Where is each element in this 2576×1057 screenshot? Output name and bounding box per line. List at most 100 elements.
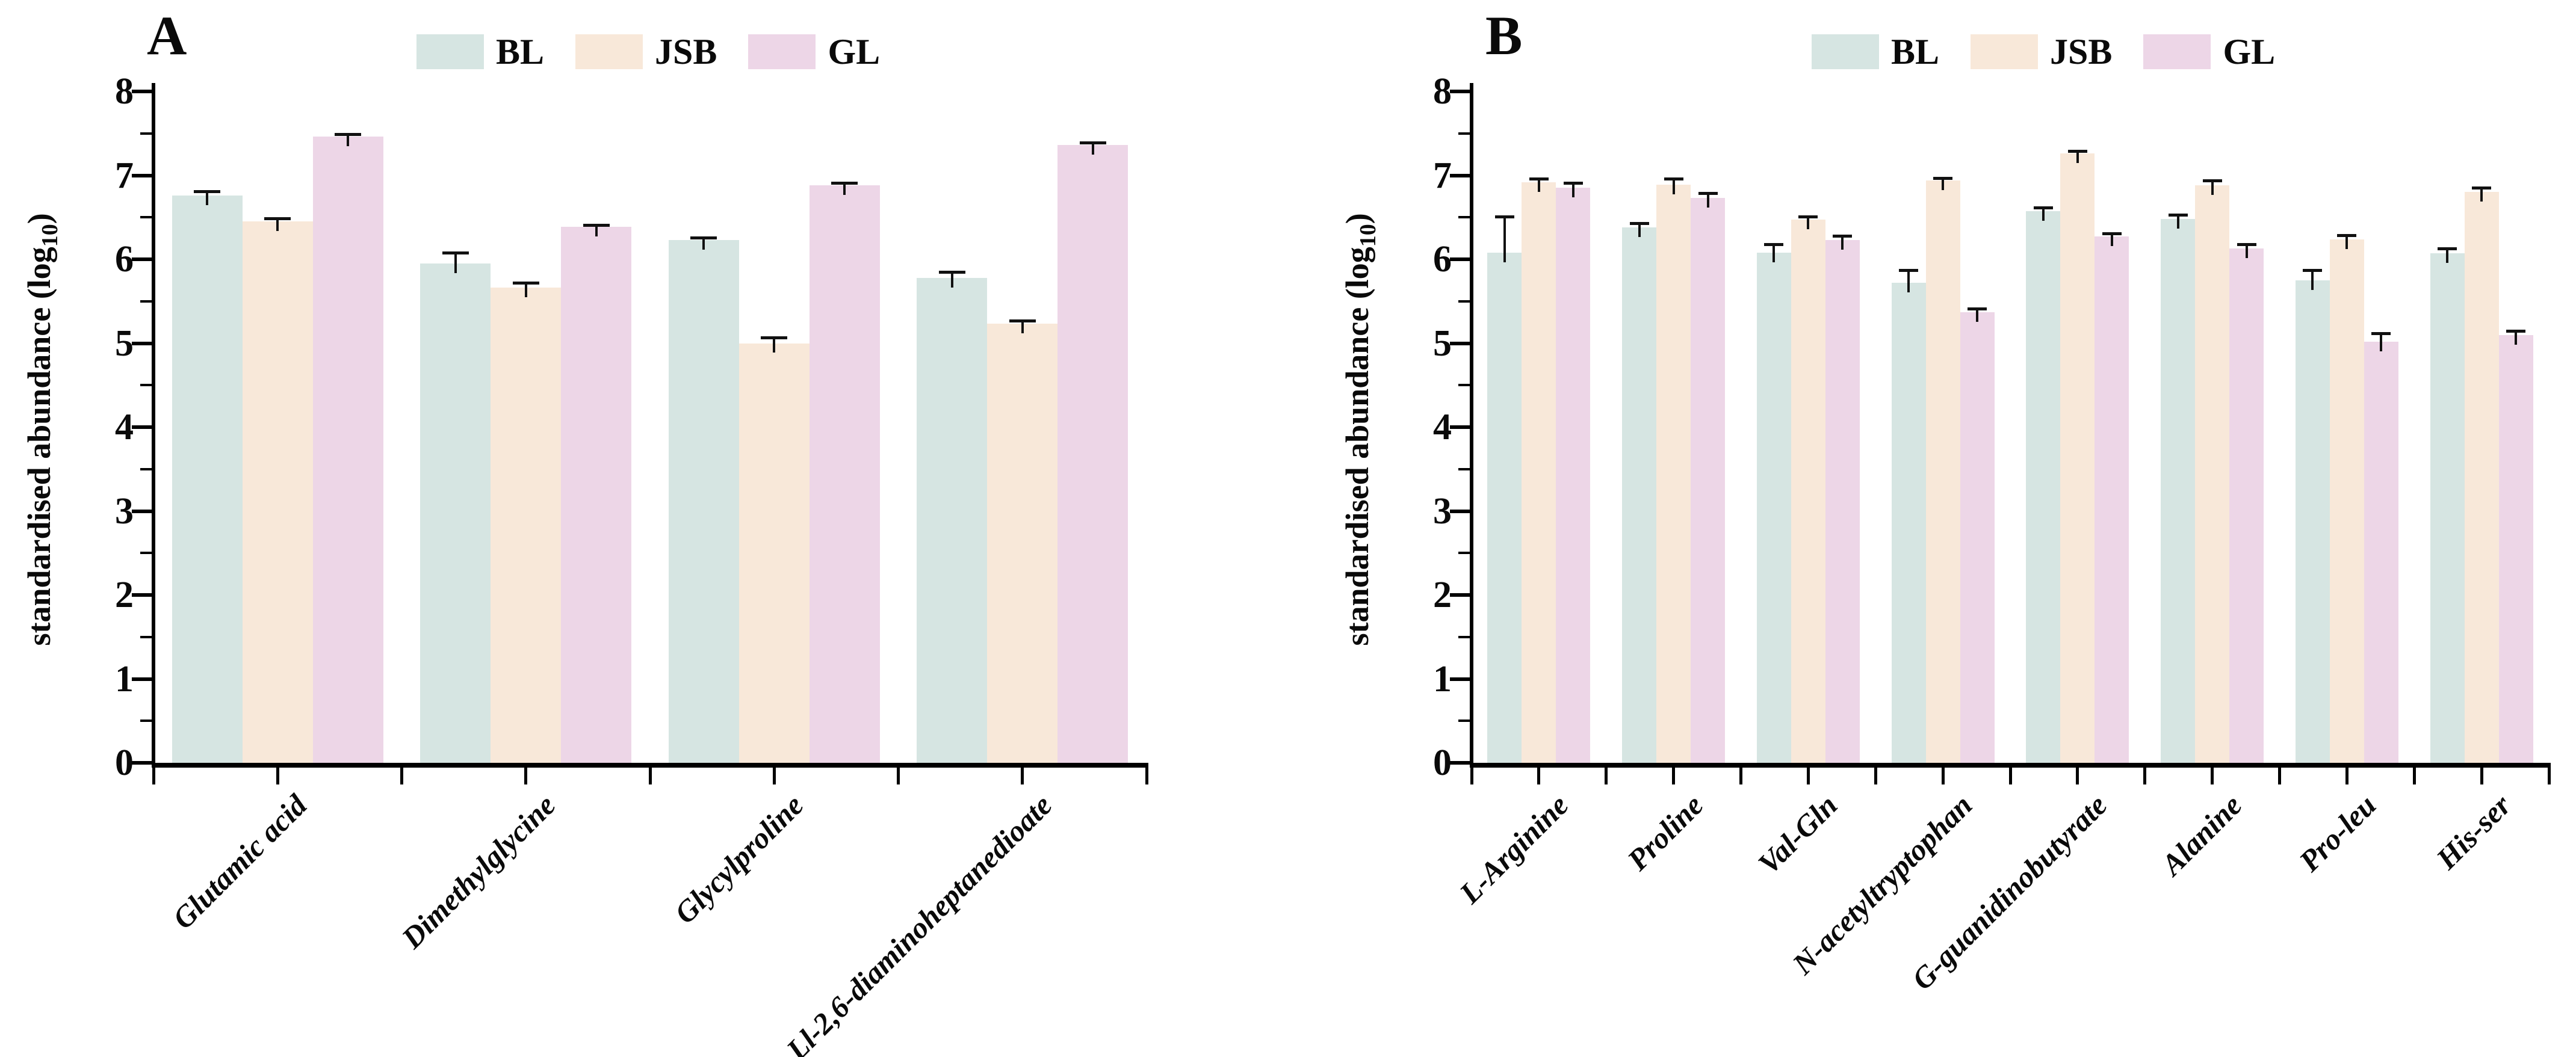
y-major-tick	[132, 90, 153, 93]
error-bar-cap	[1563, 182, 1583, 185]
y-major-tick	[132, 593, 153, 597]
error-bar-line	[1942, 177, 1945, 190]
y-minor-tick	[1458, 132, 1472, 135]
error-bar-cap	[2371, 331, 2391, 335]
error-bar-cap	[1764, 242, 1784, 246]
y-major-tick	[1450, 257, 1472, 261]
error-bar-line	[347, 134, 350, 147]
y-axis-title-subscript: 10	[37, 224, 63, 247]
y-minor-tick	[1458, 216, 1472, 219]
error-bar-line	[206, 191, 209, 205]
y-major-tick	[1450, 341, 1472, 345]
error-bar-line	[2245, 244, 2248, 258]
y-minor-tick	[140, 216, 153, 219]
error-bar-line	[276, 218, 279, 232]
x-category-label: Ll-2,6-diaminoheptanedioate	[779, 787, 1059, 1057]
error-bar-cap	[2168, 214, 2188, 217]
bar-bl-2	[1756, 252, 1791, 763]
error-bar-cap	[2438, 247, 2457, 250]
x-tick	[2076, 768, 2079, 784]
legend-swatch-gl	[748, 34, 816, 69]
x-tick	[1145, 768, 1148, 784]
y-major-tick	[1450, 761, 1472, 765]
y-major-tick	[132, 425, 153, 429]
legend-item-gl: GL	[748, 34, 880, 70]
bar-bl-6	[2295, 280, 2330, 763]
error-bar-line	[1091, 143, 1094, 155]
error-bar-line	[454, 252, 457, 273]
bar-bl-4	[2026, 211, 2061, 763]
x-tick	[1941, 768, 1945, 784]
panel-b-title: B	[1485, 5, 1523, 66]
legend-swatch-bl	[1812, 34, 1879, 69]
bar-gl-2	[809, 185, 880, 763]
error-bar-line	[2380, 333, 2383, 351]
error-bar-cap	[194, 190, 221, 193]
error-bar-line	[1638, 223, 1641, 237]
error-bar-line	[2042, 207, 2045, 221]
bar-jsb-7	[2464, 192, 2499, 763]
legend-label-jsb: JSB	[2050, 32, 2113, 72]
bar-bl-0	[1487, 252, 1522, 763]
error-bar-cap	[2102, 232, 2122, 235]
bar-jsb-3	[1925, 180, 1960, 763]
y-minor-tick	[1458, 384, 1472, 387]
error-bar-cap	[2303, 269, 2323, 273]
bar-gl-3	[1960, 312, 1995, 763]
y-major-tick	[132, 341, 153, 345]
y-major-tick	[132, 677, 153, 681]
error-bar-line	[595, 224, 598, 236]
bar-gl-4	[2095, 236, 2129, 763]
legend-label-bl: BL	[496, 32, 545, 72]
error-bar-line	[1773, 244, 1776, 262]
panel-a-title: A	[147, 5, 187, 66]
bar-bl-1	[420, 263, 491, 763]
y-axis-title-a: standardised abundance (log10)	[21, 189, 63, 670]
error-bar-line	[773, 337, 776, 353]
error-bar-cap	[2202, 179, 2222, 182]
y-major-tick	[1450, 90, 1472, 93]
x-tick	[1470, 768, 1473, 784]
y-minor-tick	[140, 467, 153, 470]
bar-gl-5	[2229, 248, 2264, 763]
bar-gl-1	[1691, 198, 1726, 763]
error-bar-cap	[2033, 206, 2053, 209]
bar-gl-3	[1057, 145, 1129, 763]
legend-swatch-jsb	[575, 34, 643, 69]
error-bar-line	[1571, 183, 1574, 198]
legend-a: BL JSB GL	[416, 34, 880, 70]
x-category-label: Val-Gln	[1751, 787, 1844, 881]
bar-gl-0	[1556, 188, 1591, 763]
x-tick	[1739, 768, 1742, 784]
bar-jsb-6	[2329, 239, 2364, 763]
legend-item-bl: BL	[1812, 34, 1939, 70]
bar-bl-5	[2161, 219, 2196, 763]
error-bar-line	[1976, 309, 1979, 322]
x-tick	[772, 768, 776, 784]
y-axis-line	[152, 83, 155, 766]
x-tick	[2345, 768, 2348, 784]
x-tick	[2143, 768, 2147, 784]
legend-label-gl: GL	[828, 32, 881, 72]
bar-jsb-0	[242, 221, 313, 763]
legend-item-jsb: JSB	[1971, 34, 2112, 70]
error-bar-line	[843, 183, 846, 196]
bar-jsb-0	[1522, 182, 1556, 763]
x-category-label: Glutamic acid	[166, 787, 314, 935]
bar-gl-0	[312, 137, 383, 763]
bar-bl-2	[668, 239, 739, 763]
x-tick	[1672, 768, 1676, 784]
bar-gl-2	[1825, 239, 1860, 763]
x-category-label: Dimethylglycine	[395, 787, 562, 955]
x-tick	[2211, 768, 2214, 784]
x-category-label: Glycylproline	[667, 787, 810, 930]
y-minor-tick	[140, 635, 153, 638]
error-bar-cap	[583, 223, 610, 227]
error-bar-cap	[1629, 222, 1649, 225]
bar-bl-3	[1891, 283, 1926, 763]
error-bar-cap	[1079, 141, 1106, 145]
y-minor-tick	[140, 132, 153, 135]
error-bar-line	[1907, 270, 1910, 293]
error-bar-cap	[2237, 242, 2256, 246]
x-tick	[648, 768, 652, 784]
